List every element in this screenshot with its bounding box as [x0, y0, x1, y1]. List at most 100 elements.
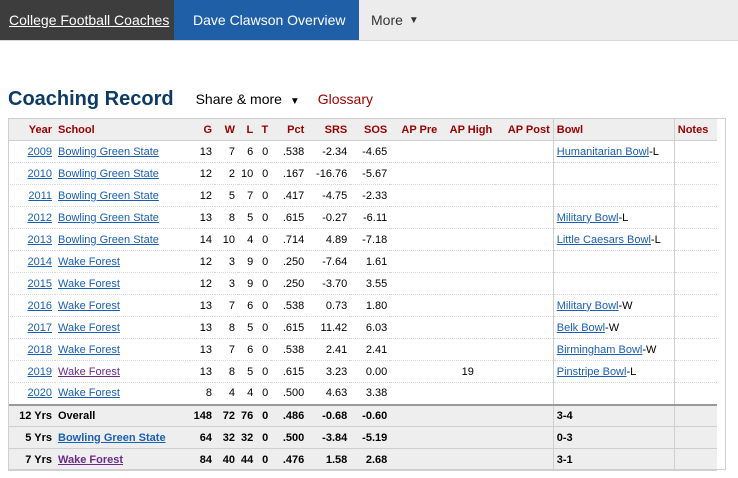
bowl-link[interactable]: Pinstripe Bowl — [556, 365, 627, 378]
bowl-cell — [552, 382, 675, 405]
bowl-link[interactable]: Birmingham Bowl — [556, 343, 643, 356]
bowl-link[interactable]: Belk Bowl — [556, 321, 606, 334]
year-cell: 2015 — [8, 272, 55, 295]
school-link[interactable]: Bowling Green State — [58, 233, 159, 246]
year-link[interactable]: 2020 — [27, 387, 52, 400]
notes-cell — [673, 338, 718, 361]
school-link[interactable]: Wake Forest — [58, 387, 120, 400]
col-year[interactable]: Year — [8, 118, 55, 141]
pct-cell: .538 — [271, 140, 308, 163]
year-cell: 2017 — [8, 316, 55, 339]
year-link[interactable]: 2018 — [27, 343, 52, 356]
notes-cell — [673, 162, 718, 185]
col-ap-high[interactable]: AP High — [440, 118, 496, 141]
bowl-result: -W — [642, 343, 657, 356]
tab-coach-overview[interactable]: Dave Clawson Overview — [174, 0, 359, 40]
t-cell: 0 — [256, 316, 272, 339]
year-link[interactable]: 2012 — [27, 211, 52, 224]
col-l[interactable]: L — [238, 118, 257, 141]
glossary-link[interactable]: Glossary — [317, 91, 373, 107]
summary-school-link[interactable]: Bowling Green State — [58, 431, 166, 444]
ap-post-cell — [495, 382, 554, 405]
bowl-result: -W — [605, 321, 620, 334]
share-more-button[interactable]: Share & more ▼ — [196, 91, 300, 107]
col-ap-post[interactable]: AP Post — [495, 118, 554, 141]
year-link[interactable]: 2016 — [27, 299, 52, 312]
col-school[interactable]: School — [55, 118, 190, 141]
ap-post-cell — [495, 272, 554, 295]
year-link[interactable]: 2017 — [27, 321, 52, 334]
srs-cell: 4.63 — [307, 382, 351, 405]
col-notes[interactable]: Notes — [673, 118, 718, 141]
school-link[interactable]: Wake Forest — [58, 255, 120, 268]
sos-cell: -7.18 — [350, 228, 391, 251]
sos-cell: 3.55 — [350, 272, 391, 295]
chevron-down-icon: ▼ — [289, 96, 300, 107]
srs-cell: 0.73 — [307, 294, 351, 317]
year-link[interactable]: 2010 — [27, 167, 52, 180]
bowl-link[interactable]: Little Caesars Bowl — [556, 233, 651, 246]
col-srs[interactable]: SRS — [307, 118, 351, 141]
col-g[interactable]: G — [190, 118, 215, 141]
summary-school-link[interactable]: Wake Forest — [58, 453, 124, 466]
year-cell: 2018 — [8, 338, 55, 361]
table-row: 2011 Bowling Green State 12 5 7 0.417 -4.75 -2.… — [8, 184, 718, 207]
bowl-result: -L — [626, 365, 637, 378]
school-link[interactable]: Wake Forest — [58, 343, 120, 356]
year-link[interactable]: 2009 — [27, 145, 52, 158]
school-link[interactable]: Bowling Green State — [58, 145, 159, 158]
ap-post-cell — [495, 140, 554, 163]
col-sos[interactable]: SOS — [350, 118, 391, 141]
col-w[interactable]: W — [215, 118, 238, 141]
summary-empty-cell — [390, 426, 441, 449]
school-link[interactable]: Bowling Green State — [58, 167, 159, 180]
year-link[interactable]: 2015 — [27, 277, 52, 290]
school-cell: Wake Forest — [55, 338, 190, 361]
col-pct[interactable]: Pct — [271, 118, 308, 141]
year-link[interactable]: 2013 — [27, 233, 52, 246]
notes-cell — [673, 382, 718, 405]
bowl-link[interactable]: Military Bowl — [556, 211, 619, 224]
year-link[interactable]: 2019 — [27, 365, 52, 378]
school-link[interactable]: Bowling Green State — [58, 211, 159, 224]
school-link[interactable]: Wake Forest — [58, 299, 120, 312]
table-row: 2010 Bowling Green State 12 2 10 0.167 -16.76-… — [8, 162, 718, 185]
g-cell: 12 — [190, 250, 215, 273]
school-link[interactable]: Wake Forest — [58, 277, 120, 290]
bowl-link[interactable]: Military Bowl — [556, 299, 619, 312]
col-ap-pre[interactable]: AP Pre — [390, 118, 441, 141]
col-t[interactable]: T — [256, 118, 272, 141]
summary-l-cell: 32 — [238, 426, 257, 449]
summary-empty-cell — [440, 448, 496, 471]
year-cell: 2010 — [8, 162, 55, 185]
year-link[interactable]: 2014 — [27, 255, 52, 268]
l-cell: 6 — [238, 294, 257, 317]
tab-college-football-coaches[interactable]: College Football Coaches — [0, 0, 174, 40]
srs-cell: -7.64 — [307, 250, 351, 273]
w-cell: 7 — [215, 140, 238, 163]
school-link[interactable]: Bowling Green State — [58, 189, 159, 202]
l-cell: 9 — [238, 250, 257, 273]
t-cell: 0 — [256, 162, 272, 185]
col-bowl[interactable]: Bowl — [552, 118, 675, 141]
school-link[interactable]: Wake Forest — [58, 365, 120, 378]
school-cell: Bowling Green State — [55, 140, 190, 163]
school-cell: Bowling Green State — [55, 206, 190, 229]
notes-cell — [673, 184, 718, 207]
ap-high-cell — [440, 316, 496, 339]
summary-g-cell: 84 — [190, 448, 215, 471]
school-cell: Wake Forest — [55, 360, 190, 383]
year-link[interactable]: 2011 — [28, 189, 52, 202]
bowl-cell — [552, 250, 675, 273]
summary-empty-cell — [440, 426, 496, 449]
pct-cell: .250 — [271, 272, 308, 295]
w-cell: 4 — [215, 382, 238, 405]
school-link[interactable]: Wake Forest — [58, 321, 120, 334]
tab-more[interactable]: More ▼ — [359, 0, 419, 40]
w-cell: 3 — [215, 250, 238, 273]
summary-w-cell: 40 — [215, 448, 238, 471]
table-row: 2018 Wake Forest 13 7 6 0.538 2.41 2.41 Birmingh… — [8, 338, 718, 361]
school-cell: Wake Forest — [55, 294, 190, 317]
srs-cell: -3.70 — [307, 272, 351, 295]
bowl-link[interactable]: Humanitarian Bowl — [556, 145, 650, 158]
